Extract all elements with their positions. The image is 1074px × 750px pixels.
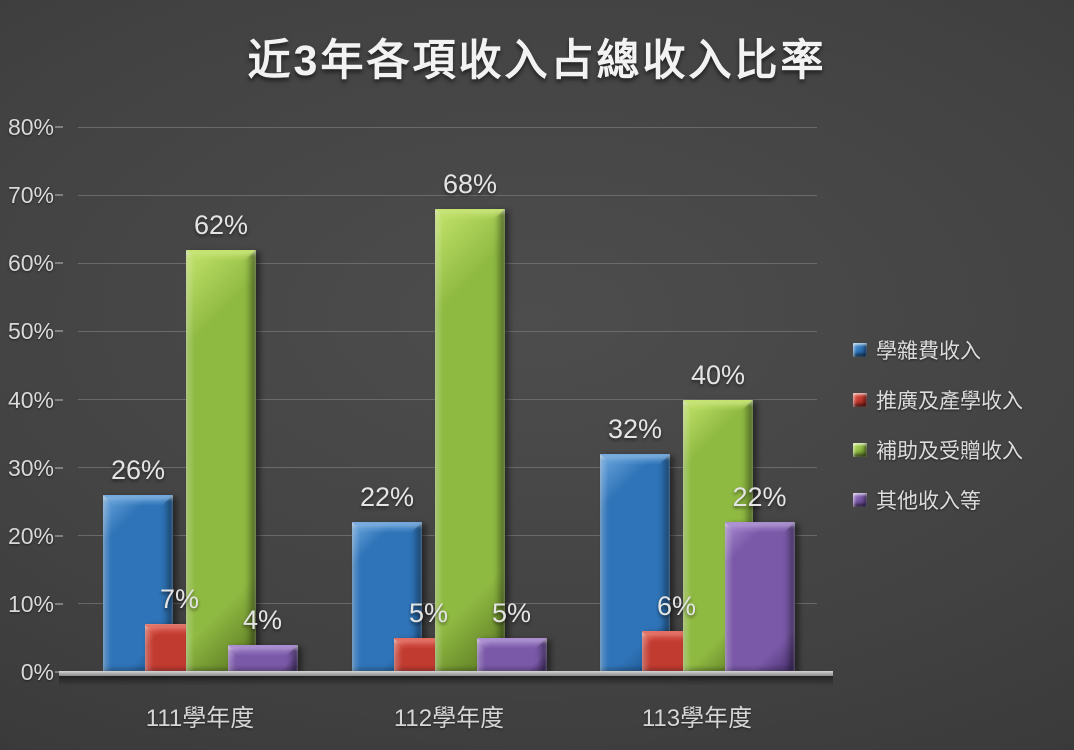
gridline xyxy=(78,126,817,128)
legend: 學雜費收入推廣及產學收入 補助及受贈收入 其他收入等 xyxy=(853,335,1023,515)
y-axis-label: 10% xyxy=(7,590,54,617)
y-axis-tick xyxy=(55,262,63,265)
legend-item: 其他收入等 xyxy=(853,485,1023,515)
legend-item: 推廣及產學收入 xyxy=(853,385,1023,415)
bar xyxy=(724,522,795,672)
bar-value-label: 4% xyxy=(242,604,283,635)
y-axis-label: 70% xyxy=(7,182,54,209)
bar-value-label: 26% xyxy=(110,454,166,485)
bar-value-label: 7% xyxy=(159,584,200,615)
bar xyxy=(186,249,256,672)
y-axis-label: 0% xyxy=(20,659,54,685)
legend-label: 學雜費收入 xyxy=(876,340,981,363)
bar xyxy=(476,637,547,672)
bar-value-label: 62% xyxy=(193,209,249,240)
y-axis-label: 60% xyxy=(7,250,54,277)
legend-label: 補助及受贈收入 xyxy=(876,440,1023,463)
x-axis-label: 112學年度 xyxy=(393,705,505,732)
bar-value-label: 22% xyxy=(732,482,787,513)
y-axis-label: 80% xyxy=(7,114,54,140)
y-axis-tick xyxy=(55,534,63,537)
chart-title: 近3年各項收入占總收入比率 xyxy=(247,37,827,85)
bar-value-label: 68% xyxy=(442,168,498,199)
bar xyxy=(227,644,298,672)
axis-floor xyxy=(59,671,833,686)
bar-value-label: 32% xyxy=(607,414,663,444)
legend-swatch-icon xyxy=(853,393,867,407)
legend-label: 其他收入等 xyxy=(876,490,981,513)
y-axis-tick xyxy=(55,194,63,197)
gridline xyxy=(78,194,817,196)
x-axis-label: 113學年度 xyxy=(641,705,753,732)
bar-value-label: 22% xyxy=(359,482,415,513)
legend-swatch-icon xyxy=(853,493,867,507)
bar-value-label: 5% xyxy=(491,597,532,628)
legend-item: 補助及受贈收入 xyxy=(853,435,1023,465)
y-axis-tick xyxy=(55,398,63,401)
x-axis-label: 111學年度 xyxy=(145,705,255,732)
legend-label: 推廣及產學收入 xyxy=(876,390,1023,413)
y-axis-tick xyxy=(55,602,63,605)
bar-value-label: 5% xyxy=(408,597,449,628)
y-axis-label: 40% xyxy=(7,386,54,413)
y-axis-tick xyxy=(55,466,63,469)
bar-value-label: 6% xyxy=(656,591,697,622)
bar-value-label: 40% xyxy=(690,359,746,390)
legend-swatch-icon xyxy=(853,343,867,357)
y-axis-tick xyxy=(55,126,63,128)
y-axis-label: 20% xyxy=(7,522,54,549)
bar xyxy=(435,208,505,672)
legend-swatch-icon xyxy=(853,443,867,457)
y-axis-label: 50% xyxy=(7,318,54,345)
legend-item: 學雜費收入 xyxy=(853,335,1023,365)
y-axis-tick xyxy=(55,330,63,333)
y-axis-label: 30% xyxy=(7,454,54,481)
